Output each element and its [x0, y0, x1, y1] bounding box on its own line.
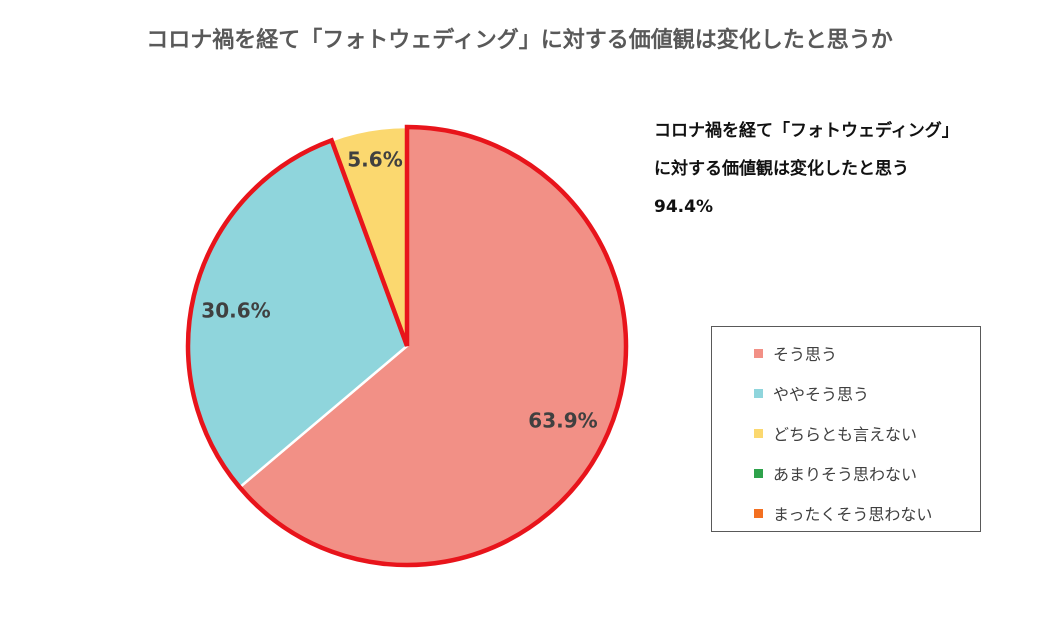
- legend-label: あまりそう思わない: [773, 465, 918, 484]
- slice-data-label: 30.6%: [201, 299, 270, 323]
- highlight-outline: [185, 124, 629, 568]
- slice-data-label: 63.9%: [528, 409, 597, 433]
- legend-item: そう思う: [712, 333, 980, 373]
- chart-title: コロナ禍を経て「フォトウェディング」に対する価値観は変化したと思うか: [146, 28, 893, 53]
- slice-data-label: 5.6%: [347, 148, 402, 172]
- legend-label: まったくそう思わない: [773, 505, 933, 524]
- annotation-value: 94.4%: [654, 197, 713, 217]
- legend-item: あまりそう思わない: [712, 453, 980, 493]
- highlight-annotation: コロナ禍を経て「フォトウェディング」 に対する価値観は変化したと思う 94.4%: [654, 112, 959, 226]
- legend-swatch: [754, 388, 763, 398]
- legend-item: まったくそう思わない: [712, 493, 980, 533]
- legend-swatch: [754, 508, 763, 518]
- legend-item: ややそう思う: [712, 373, 980, 413]
- legend-label: どちらとも言えない: [773, 425, 918, 444]
- legend-swatch: [754, 468, 763, 478]
- annotation-line-2: に対する価値観は変化したと思う: [654, 159, 909, 179]
- legend-label: ややそう思う: [773, 385, 870, 404]
- annotation-line-1: コロナ禍を経て「フォトウェディング」: [654, 121, 959, 141]
- legend-swatch: [754, 348, 763, 358]
- legend: そう思う ややそう思う どちらとも言えない あまりそう思わない まったくそう思わ…: [711, 326, 981, 532]
- legend-swatch: [754, 428, 763, 438]
- legend-item: どちらとも言えない: [712, 413, 980, 453]
- legend-label: そう思う: [773, 345, 838, 364]
